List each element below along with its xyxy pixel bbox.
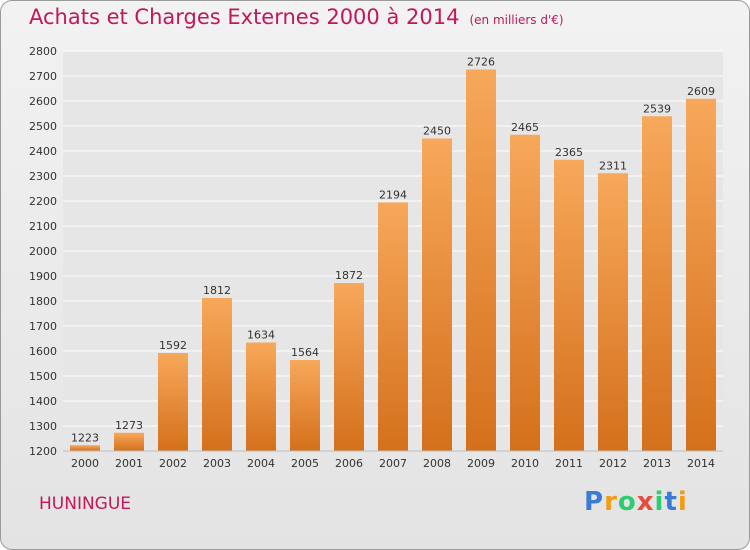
location-label: HUNINGUE [39,494,132,514]
y-tick-label: 2200 [29,195,57,208]
data-label-2006: 1872 [335,269,363,282]
bar-2006 [334,283,364,451]
x-tick-label-2003: 2003 [203,457,231,470]
data-label-2002: 1592 [159,339,187,352]
x-tick-label-2004: 2004 [247,457,275,470]
x-tick-label-2000: 2000 [71,457,99,470]
y-tick-label: 2800 [29,45,57,58]
data-label-2010: 2465 [511,121,539,134]
data-label-2008: 2450 [423,125,451,138]
proxiti-logo: Proxiti [584,487,688,517]
x-tick-label-2009: 2009 [467,457,495,470]
bar-2014 [686,98,716,451]
bar-2010 [510,134,540,451]
chart-title-text: Achats et Charges Externes 2000 à 2014 [29,5,460,29]
data-label-2001: 1273 [115,419,143,432]
y-tick-label: 1900 [29,270,57,283]
data-label-2012: 2311 [599,159,627,172]
bar-2011 [554,159,584,451]
bar-2004 [246,342,276,451]
data-label-2003: 1812 [203,284,231,297]
x-tick-label-2012: 2012 [599,457,627,470]
data-label-2009: 2726 [467,56,495,69]
y-tick-label: 2600 [29,95,57,108]
chart-subtitle: (en milliers d'€) [469,13,564,27]
logo-letter-o: o [617,487,637,517]
x-tick-label-2010: 2010 [511,457,539,470]
logo-letter-t: t [664,487,678,517]
y-tick-label: 2100 [29,220,57,233]
logo-letter-r: r [604,487,618,517]
y-tick-label: 1800 [29,295,57,308]
x-tick-label-2002: 2002 [159,457,187,470]
x-tick-label-2013: 2013 [643,457,671,470]
data-label-2013: 2539 [643,102,671,115]
bar-2008 [422,138,452,451]
y-tick-label: 2500 [29,120,57,133]
y-tick-label: 1400 [29,395,57,408]
y-tick-label: 2400 [29,145,57,158]
x-tick-label-2005: 2005 [291,457,319,470]
bar-2001 [114,432,144,451]
x-tick-label-2014: 2014 [687,457,715,470]
y-tick-label: 2700 [29,70,57,83]
y-tick-label: 1700 [29,320,57,333]
bar-2000 [70,445,100,451]
data-label-2007: 2194 [379,189,407,202]
logo-letter-x: x [636,487,655,517]
chart-title: Achats et Charges Externes 2000 à 2014 (e… [29,5,564,29]
y-tick-label: 1500 [29,370,57,383]
y-tick-label: 2300 [29,170,57,183]
data-label-2005: 1564 [291,346,319,359]
data-label-2011: 2365 [555,146,583,159]
data-label-2000: 1223 [71,431,99,444]
data-label-2014: 2609 [687,85,715,98]
y-tick-label: 1200 [29,445,57,458]
x-tick-label-2001: 2001 [115,457,143,470]
x-tick-label-2008: 2008 [423,457,451,470]
data-label-2004: 1634 [247,329,275,342]
bar-2013 [642,116,672,451]
bar-2002 [158,353,188,451]
logo-letter-p: P [584,487,605,517]
logo-letter-i2: i [677,487,688,517]
logo-letter-i1: i [654,487,665,517]
x-tick-label-2007: 2007 [379,457,407,470]
x-tick-label-2011: 2011 [555,457,583,470]
bar-2009 [466,69,496,451]
bar-2005 [290,360,320,451]
y-tick-label: 1300 [29,420,57,433]
bar-2012 [598,173,628,451]
y-tick-label: 2000 [29,245,57,258]
x-tick-label-2006: 2006 [335,457,363,470]
bar-2003 [202,298,232,451]
bar-2007 [378,202,408,451]
y-tick-label: 1600 [29,345,57,358]
